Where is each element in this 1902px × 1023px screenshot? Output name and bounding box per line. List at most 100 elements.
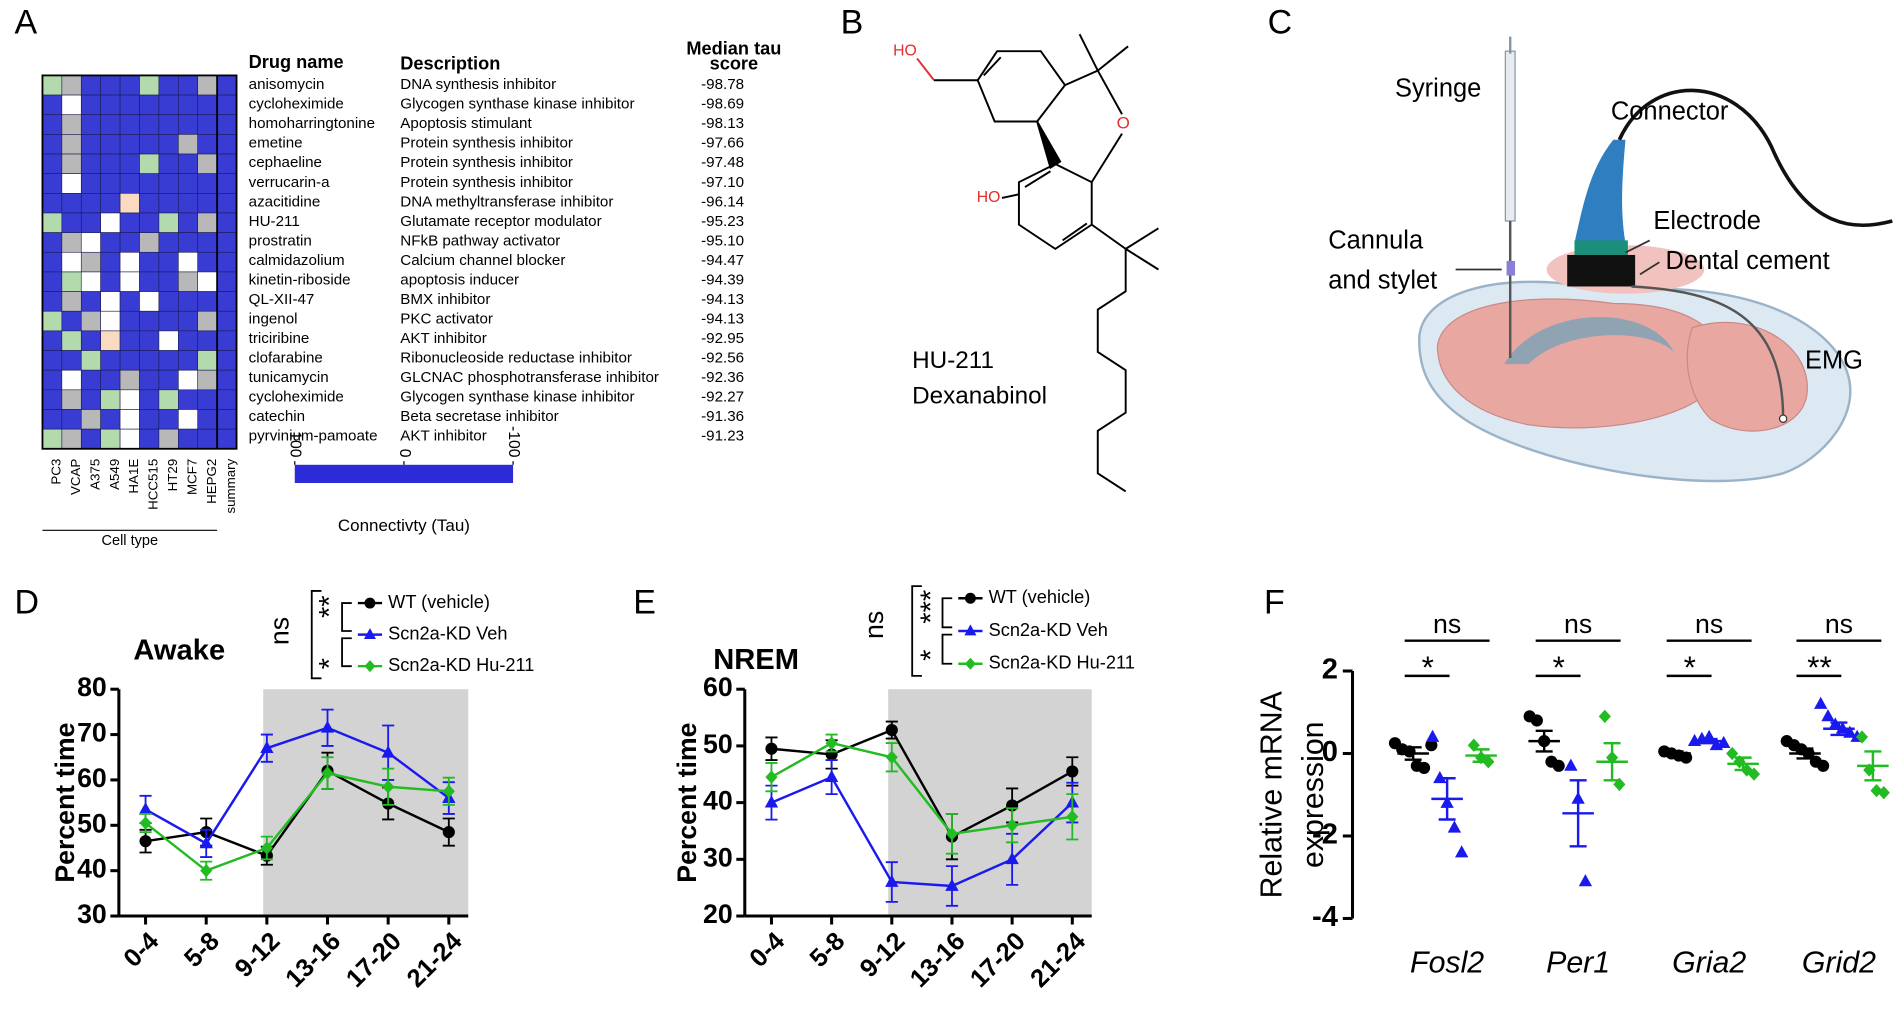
x-tick-label: HEPG2 [204,459,219,504]
heatmap-cell [42,134,63,155]
heatmap-cell [158,134,179,155]
table-cell: emetine [249,135,303,152]
heatmap-cell [80,232,101,253]
table-cell: Protein synthesis inhibitor [400,174,573,191]
x-tick-label: 0-4 [118,926,164,972]
x-axis-title: Cell type [101,533,158,549]
y-tick-label: 0 [1322,736,1338,768]
heatmap-cell [216,114,237,135]
heatmap-cell [42,153,63,174]
y-axis-title: Percent time [672,723,702,883]
heatmap-cell [139,291,160,312]
heatmap-cell [42,114,63,135]
point [139,816,152,830]
table-cell: Apoptosis stimulant [400,115,532,132]
significance-bracket [310,590,352,680]
heatmap-cell [80,75,101,96]
x-tick-label: 21-24 [1025,926,1091,992]
table-header: Drug name [249,52,344,72]
heatmap-cell [139,94,160,116]
heatmap-cell [61,389,82,410]
x-tick-label: HA1E [126,459,141,494]
colorbar-tick-label: 0 [396,449,413,458]
molecule-synonym: Dexanabinol [912,382,1047,409]
point [260,841,273,855]
heatmap-cell [197,330,218,351]
heatmap-cell [178,291,199,312]
x-tick-label: 13-16 [280,927,346,993]
heatmap-cell [216,291,237,312]
setup-label: Dental cement [1665,247,1829,275]
table-cell: -92.36 [701,369,744,386]
x-tick-label: MCF7 [184,459,199,495]
sem-bar [1864,750,1882,782]
heatmap-cell [42,232,63,253]
heatmap-cell [158,94,179,116]
heatmap-cell [197,251,218,273]
point [1578,874,1593,887]
heatmap-cell [158,310,179,332]
x-tick-label: A549 [107,459,122,490]
significance-label: ** [1807,649,1832,685]
y-tick-label: 50 [703,729,733,759]
setup-illustration [1418,36,1893,483]
y-tick-label: 80 [77,672,107,702]
heatmap-cell [139,212,160,233]
heatmap-cell [42,173,63,194]
table-cell: -97.10 [701,174,744,191]
heatmap-cell [42,310,63,332]
setup-label: Syringe [1395,75,1481,103]
heatmap-cell [139,153,160,174]
heatmap-cell [158,232,179,253]
table-cell: pyrvinium-pamoate [249,428,378,445]
heatmap-cell [100,350,121,371]
heatmap-cell [42,330,63,351]
heatmap-cell [178,173,199,194]
heatmap-cell [61,271,82,292]
heatmap-cell [197,153,218,174]
heatmap-cell [42,75,63,96]
heatmap-cell [80,350,101,371]
table-cell: Ribonucleoside reductase inhibitor [400,350,632,367]
heatmap-cell [158,389,179,410]
point [442,784,455,798]
heatmap-cell [42,94,63,116]
heatmap-cell [100,94,121,116]
point [1425,739,1438,752]
heatmap-cell [216,350,237,371]
colorbar-tick-label: -100 [505,426,522,458]
setup-label: Connector [1611,98,1729,126]
heatmap-cell [216,251,237,273]
heatmap-cell [100,173,121,194]
x-tick-label: 13-16 [905,927,971,993]
series-line [771,775,1074,888]
table-cell: apoptosis inducer [400,271,519,288]
table-header: Description [400,53,500,73]
x-tick-label: Fosl2 [1410,947,1484,980]
significance-label: * [1684,649,1696,685]
table-cell: QL-XII-47 [249,291,315,308]
heatmap-cell [216,428,237,450]
significance-label: ns [1825,609,1853,639]
heatmap-cell [80,409,101,430]
table-cell: Glycogen synthase kinase inhibitor [400,389,634,406]
heatmap-cell [197,173,218,194]
y-axis-title: Percent time [50,723,80,883]
table-cell: Protein synthesis inhibitor [400,154,573,171]
legend-label: Scn2a-KD Hu-211 [388,655,534,675]
colorbar-title: Connectivty (Tau) [338,516,470,535]
heatmap-cell [61,232,82,253]
series-line [771,728,1073,839]
heatmap-cell [42,350,63,371]
table-cell: -94.39 [701,271,744,288]
heatmap-cell [178,310,199,332]
x-tick-label: Grid2 [1802,947,1876,980]
panel-label: E [633,583,656,621]
point [1598,709,1611,724]
heatmap-cell [139,251,160,273]
significance-label: * [915,650,947,661]
heatmap-cell [61,350,82,371]
heatmap-cell [178,251,199,273]
sem-bar [1438,777,1456,821]
heatmap-cell [139,173,160,194]
